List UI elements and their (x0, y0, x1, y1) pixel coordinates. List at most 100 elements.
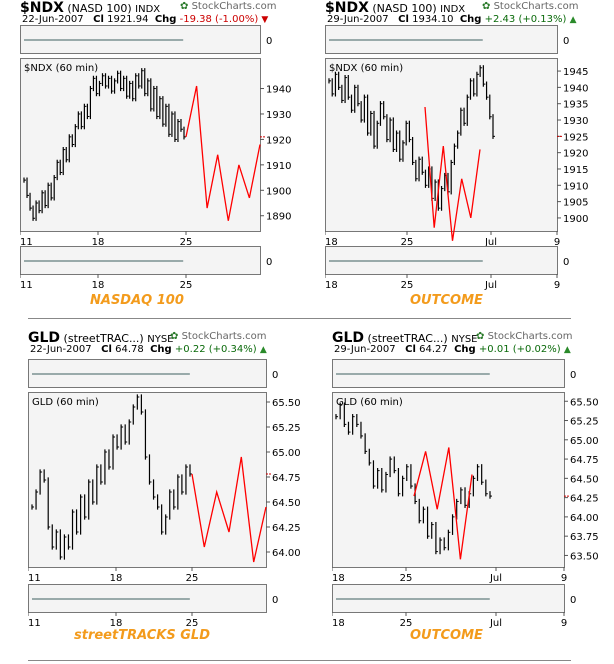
y-tick-label: 64.25 (272, 523, 301, 534)
quote-date: 22-Jun-2007 (22, 14, 84, 25)
panel-header: GLD (streetTRAC...) NYSE (332, 330, 478, 346)
exchange: NYSE (451, 334, 478, 345)
quote-line: 29-Jun-2007 Cl 1934.10 Chg +2.43 (+0.13%… (327, 14, 577, 25)
down-arrow-icon: ▼ (261, 15, 269, 25)
y-tick-label: 1890 (266, 212, 291, 223)
chart-label: GLD (60 min) (32, 397, 99, 408)
exchange: INDX (440, 4, 466, 15)
projection-line (185, 85, 261, 221)
x-tick-label: Jul (489, 573, 502, 584)
y-tick-label: 65.50 (272, 398, 301, 409)
x-tick-label: 25 (180, 237, 193, 248)
x-tick-label: Jul (484, 237, 497, 248)
chart-svg: 0 GLD (60 min) 63.50 63.75 64.00 64.25 64.50 64… (332, 359, 599, 629)
close-value: 1921.94 (107, 14, 149, 25)
x-tick-label-bottom: 11 (20, 280, 33, 291)
up-arrow-icon: ▲ (569, 15, 577, 25)
y-tick-label: 1910 (563, 181, 588, 192)
quote-date: 29-Jun-2007 (334, 344, 396, 355)
y-tick-label: 63.50 (570, 551, 599, 562)
up-arrow-icon: ▲ (259, 345, 267, 355)
chart-svg: 0 GLD (60 min) 64.00 64.25 64.50 64.75 65.00 65… (28, 359, 301, 629)
exchange: INDX (135, 4, 161, 15)
x-tick-label: 9 (554, 237, 560, 248)
y-tick-label: 1905 (563, 198, 588, 209)
x-tick-label-bottom: 25 (186, 618, 199, 629)
panel-header: $NDX (NASD 100) INDX (20, 0, 160, 16)
chart-panel-ndx-before: $NDX (NASD 100) INDX ✿ StockCharts.com 2… (20, 0, 320, 310)
watermark: ✿ StockCharts.com (170, 331, 267, 342)
name: (NASD 100) (372, 2, 437, 15)
chg-value: +2.43 (+0.13%) (484, 14, 567, 25)
panel-caption: streetTRACKS GLD (74, 628, 210, 643)
y-tick-label: 1945 (563, 67, 588, 78)
y-tick-label: 1920 (266, 135, 291, 146)
quote-line: 22-Jun-2007 Cl 64.78 Chg +0.22 (+0.34%) … (30, 344, 267, 355)
indicator-bottom-zero-label: 0 (266, 257, 272, 268)
y-tick-label: 65.50 (570, 397, 599, 408)
y-tick-label: 64.75 (272, 473, 301, 484)
panel-caption: OUTCOME (410, 628, 483, 643)
y-tick-label: 65.25 (272, 423, 301, 434)
y-tick-label: 64.25 (570, 494, 599, 505)
y-tick-label: 64.00 (272, 548, 301, 559)
quote-date: 22-Jun-2007 (30, 344, 92, 355)
y-tick-label: 1910 (266, 161, 291, 172)
y-tick-label: 64.50 (272, 498, 301, 509)
projection-line (413, 447, 473, 560)
x-tick-label-bottom: 9 (554, 280, 560, 291)
y-tick-label: 1915 (563, 165, 588, 176)
chart-panel-gld-before: GLD (streetTRAC...) NYSE ✿ StockCharts.c… (28, 330, 320, 650)
y-tick-label: 64.75 (570, 455, 599, 466)
indicator-bottom-zero-label: 0 (563, 257, 569, 268)
quote-line: 22-Jun-2007 Cl 1921.94 Chg -19.38 (-1.00… (22, 14, 268, 25)
panel-caption: NASDAQ 100 (90, 293, 184, 308)
chg-value: +0.22 (+0.34%) (174, 344, 257, 355)
close-value: 64.27 (419, 344, 448, 355)
quote-line: 29-Jun-2007 Cl 64.27 Chg +0.01 (+0.02%) … (334, 344, 571, 355)
x-tick-label-bottom: Jul (489, 618, 502, 629)
symbol: GLD (28, 330, 61, 346)
projection-line (424, 106, 481, 241)
chart-panel-gld-outcome: GLD (streetTRAC...) NYSE ✿ StockCharts.c… (332, 330, 614, 650)
indicator-bottom-zero-label: 0 (570, 595, 576, 606)
exchange: NYSE (147, 334, 174, 345)
close-label: Cl (101, 344, 112, 355)
watermark: ✿ StockCharts.com (180, 1, 277, 12)
y-tick-label: 65.00 (570, 436, 599, 447)
close-value: 1934.10 (412, 14, 454, 25)
watermark: ✿ StockCharts.com (476, 331, 573, 342)
y-tick-label: 63.75 (570, 532, 599, 543)
close-label: Cl (398, 14, 409, 25)
panel-header: GLD (streetTRAC...) NYSE (28, 330, 174, 346)
chart-svg: 0 $NDX (60 min) 1900 1905 1910 1915 1920 1925 19… (325, 25, 588, 291)
x-tick-label: 9 (561, 573, 567, 584)
section-divider (28, 318, 571, 319)
x-tick-label-bottom: 18 (92, 280, 105, 291)
y-tick-label: 65.25 (570, 417, 599, 428)
x-tick-label: 25 (400, 573, 413, 584)
chg-label: Chg (454, 344, 476, 355)
y-tick-label: 1920 (563, 149, 588, 160)
y-tick-label: 1935 (563, 100, 588, 111)
chg-value: +0.01 (+0.02%) (478, 344, 561, 355)
chart-svg: 0 $NDX (60 min) 1890 1900 1910 1920 1930 1940 11… (20, 25, 291, 291)
name: (streetTRAC...) (367, 332, 448, 345)
x-tick-label: 18 (332, 573, 345, 584)
y-tick-label: 65.00 (272, 448, 301, 459)
x-tick-label-bottom: 18 (325, 280, 338, 291)
y-tick-label: 1930 (563, 116, 588, 127)
indicator-top-zero-label: 0 (266, 36, 272, 47)
y-tick-label: 64.50 (570, 474, 599, 485)
close-label: Cl (405, 344, 416, 355)
x-tick-label-bottom: Jul (484, 280, 497, 291)
x-tick-label: 11 (20, 237, 33, 248)
symbol: $NDX (325, 0, 369, 16)
y-tick-label: 1900 (563, 214, 588, 225)
name: (NASD 100) (67, 2, 132, 15)
plot-area (20, 58, 261, 232)
x-tick-label-bottom: 9 (561, 618, 567, 629)
y-tick-label: 64.00 (570, 513, 599, 524)
y-tick-label: 1900 (266, 186, 291, 197)
y-tick-label: 1940 (266, 85, 291, 96)
